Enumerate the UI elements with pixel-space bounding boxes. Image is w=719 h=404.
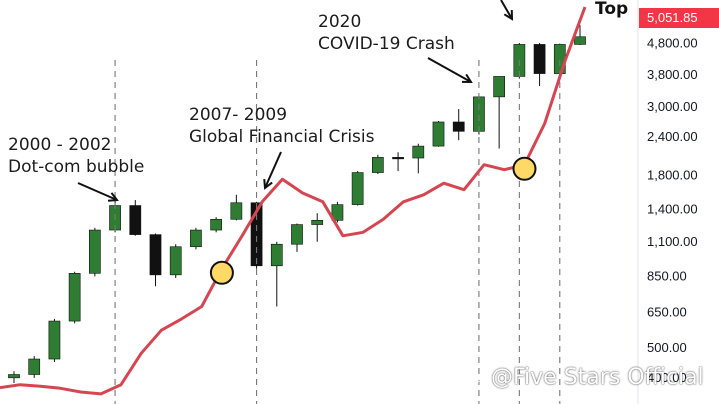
crisis-low-highlight — [209, 260, 234, 285]
annotation-gfc-years: 2007- 2009 — [189, 105, 288, 125]
y-tick-label: 1,100.00 — [647, 234, 698, 249]
y-tick-label: 3,000.00 — [647, 99, 698, 114]
comparison-line-series — [0, 6, 587, 396]
y-tick-label: 1,400.00 — [647, 201, 698, 216]
candle-body — [331, 204, 344, 221]
top-label: Top — [595, 0, 629, 19]
candle-body — [351, 172, 364, 205]
arrow-gfc-head — [263, 178, 273, 190]
annotation-gfc-title: Global Financial Crisis — [189, 127, 375, 147]
arrow-dotcom — [77, 182, 118, 201]
candle-body — [291, 224, 303, 245]
candle-body — [230, 202, 243, 220]
candle-body — [250, 202, 263, 267]
annotation-dotcom-title: Dot-com bubble — [8, 157, 145, 177]
y-tick-label: 650.00 — [647, 305, 687, 320]
candle-body — [8, 374, 20, 379]
annotation-covid: 2020 COVID-19 Crash — [318, 11, 455, 55]
annotation-dotcom-years: 2000 - 2002 — [8, 135, 112, 155]
candle-body — [88, 229, 101, 274]
arrow-top — [500, 0, 513, 20]
y-tick-label: 850.00 — [647, 268, 687, 283]
candle-body — [169, 246, 182, 276]
candle-body — [311, 220, 324, 225]
y-tick-label: 4,800.00 — [647, 36, 698, 51]
candle-body — [210, 218, 223, 231]
candle-body — [48, 320, 61, 360]
annotation-gfc: 2007- 2009 Global Financial Crisis — [189, 104, 375, 148]
candle-body — [533, 44, 546, 74]
candle-body — [432, 121, 445, 147]
arrow-covid-head — [461, 73, 473, 84]
arrow-top-head — [503, 9, 514, 21]
candle-body — [371, 157, 384, 173]
arrow-gfc — [264, 151, 282, 189]
watermark-text: @Five Stars Official — [491, 365, 704, 390]
price-axis-background — [638, 0, 719, 404]
annotation-covid-year: 2020 — [318, 12, 362, 32]
arrow-covid — [427, 57, 472, 83]
candle-body — [149, 234, 162, 276]
y-tick-label: 2,400.00 — [647, 129, 698, 144]
watermark-logo-icon — [461, 373, 483, 383]
crisis-low-highlight — [512, 156, 537, 181]
candle-body — [190, 229, 202, 248]
y-tick-label: 400.00 — [647, 370, 687, 385]
annotation-covid-title: COVID-19 Crash — [318, 34, 455, 54]
candle-body — [270, 243, 283, 267]
candle-body — [452, 121, 465, 132]
y-tick-label: 3,800.00 — [647, 67, 698, 82]
candle-body — [574, 36, 586, 45]
last-price-badge: 5,051.85 — [639, 8, 719, 28]
y-tick-label: 500.00 — [647, 340, 687, 355]
candle-body — [392, 157, 404, 160]
candle-body — [68, 273, 81, 322]
watermark: @Five Stars Official — [459, 364, 704, 392]
y-tick-label: 1,800.00 — [647, 168, 698, 183]
candle-body — [28, 358, 41, 375]
candle-body — [412, 145, 425, 159]
arrow-dotcom-head — [107, 192, 119, 202]
candle-body — [493, 76, 506, 98]
annotation-dotcom: 2000 - 2002 Dot-com bubble — [8, 134, 144, 178]
candle-body — [129, 205, 142, 235]
